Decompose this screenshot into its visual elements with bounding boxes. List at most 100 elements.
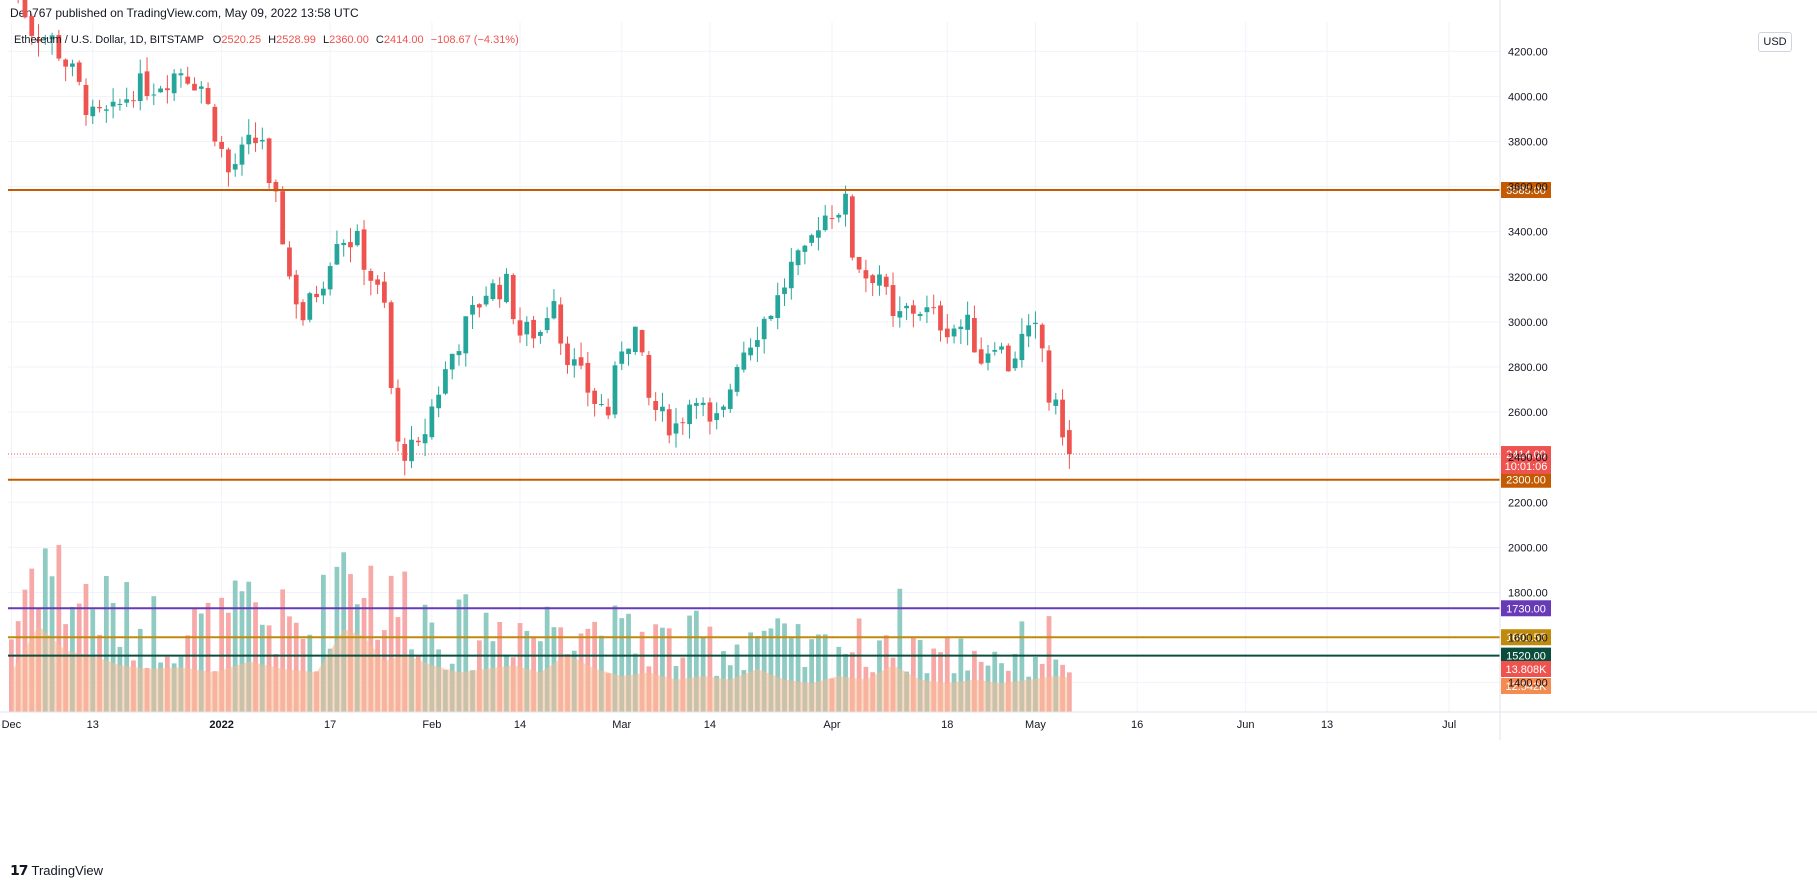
- time-tick-label: Jul: [1442, 719, 1456, 731]
- candle-body: [273, 181, 279, 192]
- open-value: 2520.25: [221, 34, 262, 46]
- candle-body: [185, 76, 191, 84]
- candle-body: [388, 302, 394, 389]
- candle-body: [707, 402, 713, 422]
- candle-body: [755, 340, 760, 347]
- volume-bar: [1066, 672, 1072, 712]
- candle-body: [972, 318, 977, 353]
- candle-body: [97, 106, 102, 109]
- candle-body: [144, 71, 150, 97]
- candle-body: [619, 351, 625, 364]
- candle-body: [90, 106, 96, 117]
- candle-body: [463, 316, 469, 354]
- price-tick-label: 2200.00: [1508, 497, 1548, 509]
- candle-body: [368, 271, 374, 281]
- price-tick-label: 3800.00: [1508, 137, 1548, 149]
- volume-bar: [639, 631, 645, 712]
- axes: 4200.00 4000.00 3800.00 3600.00 3400.00 3200.…: [0, 0, 1817, 740]
- candle-body: [938, 305, 943, 331]
- chart-grid: [8, 22, 1500, 712]
- candle-body: [293, 274, 299, 305]
- volume-bar: [320, 574, 326, 712]
- currency-selector[interactable]: USD: [1758, 32, 1792, 52]
- volume-bar: [910, 637, 916, 712]
- candle-body: [171, 73, 177, 94]
- low-label: L: [322, 34, 330, 46]
- candle-body: [1026, 325, 1032, 337]
- volume-bar: [110, 603, 116, 712]
- candle-body: [1046, 350, 1052, 403]
- candle-body: [673, 423, 679, 434]
- candle-body: [870, 275, 876, 284]
- candle-body: [849, 196, 855, 258]
- candle-body: [212, 106, 218, 142]
- volume-bar: [619, 618, 625, 712]
- candle-body: [164, 88, 170, 91]
- candle-body: [599, 404, 604, 406]
- price-tick-label: 3000.00: [1508, 317, 1548, 329]
- candle-body: [239, 144, 245, 165]
- candle-body: [409, 439, 414, 462]
- price-tick-label: 4200.00: [1508, 46, 1548, 58]
- candle-body: [334, 244, 340, 265]
- high-value: 2528.99: [276, 34, 316, 46]
- time-tick-label: Feb: [422, 719, 441, 731]
- tradingview-logo-icon: 𝟭𝟳: [10, 862, 29, 878]
- price-tick-label: 2800.00: [1508, 362, 1548, 374]
- candle-body: [904, 305, 909, 309]
- candle-body: [117, 103, 123, 105]
- candle-body: [490, 283, 496, 300]
- volume-bar: [931, 648, 937, 712]
- candle-body: [537, 331, 543, 336]
- candle-body: [354, 230, 360, 246]
- volume-bar: [653, 624, 659, 712]
- candle-body: [253, 137, 258, 144]
- candle-body: [727, 389, 733, 409]
- volume-bar: [856, 618, 862, 712]
- ohlc-legend: Ethereum / U.S. Dollar, 1D, BITSTAMP O25…: [14, 34, 519, 46]
- candle-body: [965, 314, 971, 330]
- candle-body: [585, 362, 591, 393]
- volume-bar: [626, 613, 631, 712]
- candlesticks: [17, 0, 1072, 476]
- time-tick-label: 16: [1131, 719, 1143, 731]
- candle-body: [836, 214, 842, 218]
- volume-bar: [463, 594, 469, 712]
- candle-body: [714, 413, 720, 420]
- candle-body: [131, 100, 136, 102]
- change-value: −108.67 (−4.31%): [430, 34, 519, 46]
- candle-body: [205, 88, 211, 104]
- volume-bar: [151, 596, 157, 712]
- price-tick-label: 3400.00: [1508, 227, 1548, 239]
- open-label: O: [212, 34, 222, 46]
- candle-body: [192, 83, 197, 91]
- volume-bar: [103, 576, 109, 712]
- volume-bar: [782, 623, 787, 712]
- candle-body: [1019, 333, 1025, 361]
- candle-body: [802, 245, 808, 252]
- time-tick-label: 17: [324, 719, 336, 731]
- volume-bar: [198, 613, 204, 712]
- candle-body: [978, 349, 984, 364]
- last-price-label: 2414.00: [1506, 449, 1546, 461]
- candle-body: [741, 352, 747, 370]
- volume-ma-label: 12.542K: [1506, 681, 1548, 693]
- time-tick-label: Dec: [2, 719, 22, 731]
- volume-bar: [660, 627, 665, 712]
- candle-body: [1012, 358, 1018, 369]
- volume-bar: [42, 548, 48, 712]
- candle-body: [49, 35, 55, 40]
- volume-bar: [287, 616, 292, 712]
- volume-badge: [1501, 661, 1551, 677]
- volume-bar: [239, 591, 245, 712]
- volume-bar: [897, 588, 903, 712]
- volume-current-label: 13.808K: [1506, 664, 1548, 676]
- price-tick-label: 3600.00: [1508, 182, 1548, 194]
- candle-body: [626, 348, 631, 354]
- close-label: C: [375, 34, 384, 46]
- candle-body: [232, 164, 238, 170]
- candle-body: [531, 319, 536, 339]
- time-tick-label: 18: [941, 719, 953, 731]
- tradingview-brand[interactable]: 𝟭𝟳 TradingView: [10, 862, 103, 879]
